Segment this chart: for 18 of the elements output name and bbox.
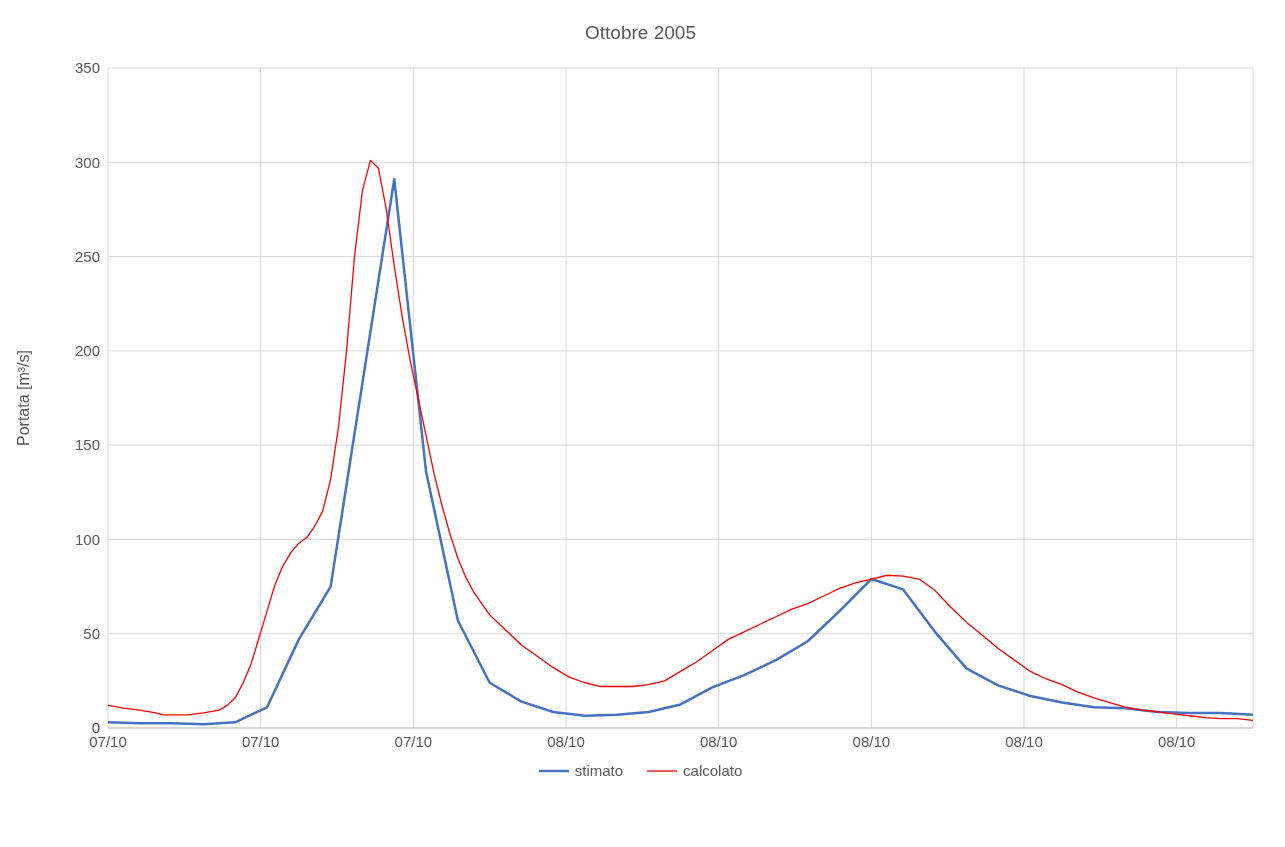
x-tick-label: 08/10 [1005,732,1043,750]
y-tick-label: 150 [74,436,100,454]
x-tick-label: 07/10 [394,732,433,750]
chart-title: Ottobre 2005 [584,22,697,44]
y-tick-label: 300 [74,153,100,171]
y-tick-label: 350 [74,59,100,77]
legend-label: calcolato [682,762,743,779]
x-tick-label: 08/10 [852,732,891,750]
x-tick-label: 08/10 [547,732,585,750]
y-tick-label: 50 [83,625,100,643]
y-tick-label: 100 [74,530,100,548]
y-tick-label: 250 [74,247,100,265]
legend-label: stimato [573,762,624,779]
y-axis-title: Portata [m³/s] [14,349,32,447]
y-tick-label: 200 [74,342,100,360]
x-tick-label: 07/10 [241,732,280,750]
x-tick-label: 08/10 [699,732,738,750]
x-tick-label: 08/10 [1157,732,1196,750]
